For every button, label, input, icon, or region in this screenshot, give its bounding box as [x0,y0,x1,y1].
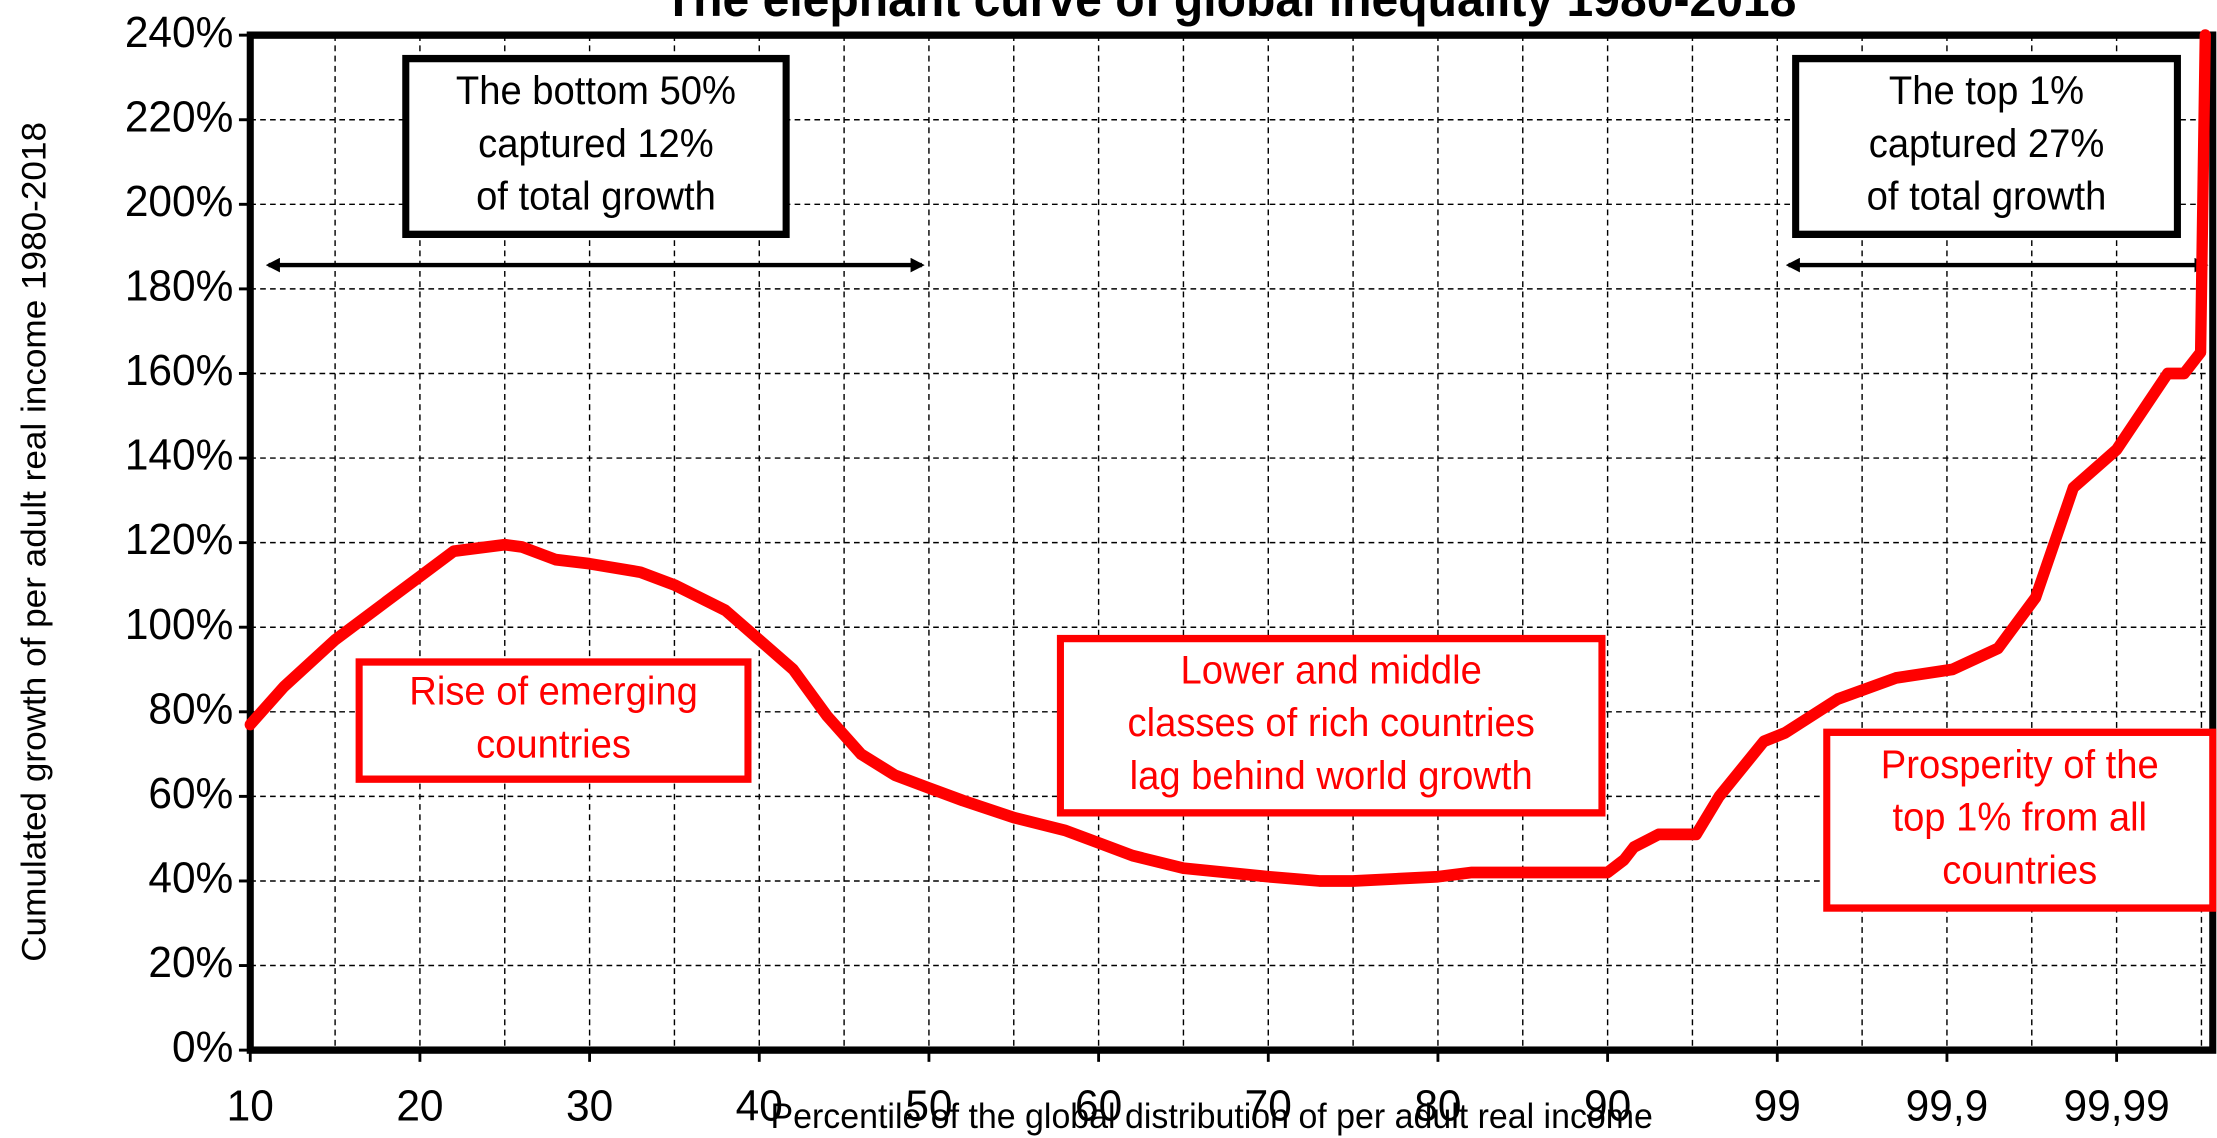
annotation-text: captured 27% [1869,122,2105,166]
annotation-text: countries [476,723,631,767]
annotation-box [402,54,790,238]
x-tick-label: 80 [1414,1082,1461,1131]
x-axis-label: Percentile of the global distribution of… [771,1098,1653,1137]
annotation-text: Prosperity of the [1881,743,2159,787]
y-tick-label: 240% [125,8,233,57]
annotation-text: Lower and middle [1181,649,1482,693]
annotation-text: classes of rich countries [1128,702,1535,746]
x-tick-label: 99 [1754,1082,1801,1131]
annotation-box [1823,728,2217,912]
x-tick-label: 40 [736,1082,783,1131]
annotation-text: top 1% from all [1892,796,2147,840]
y-tick-label: 220% [125,93,233,142]
annotation-box [1792,54,2181,238]
y-tick-label: 200% [125,177,233,226]
chart-title: The elephant curve of global inequality … [664,0,1797,27]
annotation-text: of total growth [1867,175,2107,219]
y-tick-label: 20% [148,938,233,987]
y-tick-label: 80% [148,685,233,734]
x-tick-label: 99,99 [2064,1082,2170,1131]
y-tick-label: 180% [125,262,233,311]
y-axis-label: Cumulated growth of per adult real incom… [16,122,53,962]
x-tick-label: 20 [396,1082,443,1131]
x-tick-label: 60 [1075,1082,1122,1131]
x-tick-label: 99,9 [1906,1082,1989,1131]
plot-frame [246,31,2217,1054]
annotation-text: Rise of emerging [409,670,698,714]
data-line [244,29,2211,887]
x-tick-label: 30 [566,1082,613,1131]
y-tick-label: 160% [125,346,233,395]
annotation-text: of total growth [476,175,716,219]
y-tick-label: 120% [125,516,233,565]
annotation-text: The top 1% [1889,70,2084,114]
y-tick-label: 60% [148,769,233,818]
x-tick-label: 90 [1584,1082,1631,1131]
x-tick-label: 10 [227,1082,274,1131]
annotation-text: captured 12% [478,122,714,166]
annotation-text: The bottom 50% [456,70,736,114]
y-tick-label: 40% [148,854,233,903]
annotation-box [355,658,752,783]
annotation-box [1056,634,1606,817]
x-tick-label: 50 [905,1082,952,1131]
annotation-text: lag behind world growth [1130,754,1533,798]
x-tick-label: 70 [1245,1082,1292,1131]
y-tick-label: 100% [125,600,233,649]
annotation-text: countries [1942,849,2097,893]
y-tick-label: 0% [172,1023,233,1072]
y-tick-label: 140% [125,431,233,480]
